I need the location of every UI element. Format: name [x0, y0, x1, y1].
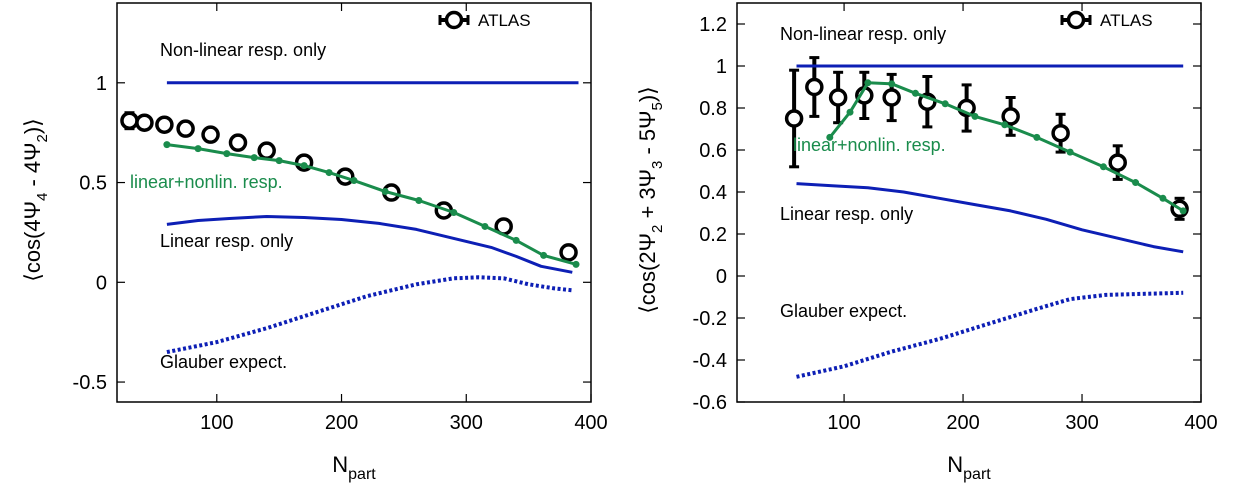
- data-point-atlas: [135, 113, 154, 132]
- x-tick-label: 100: [200, 412, 233, 434]
- y-tick-label: 1.2: [699, 14, 727, 36]
- y-tick-label: -0.4: [693, 350, 727, 372]
- series-marker-linear-nonlin-resp: [1132, 179, 1140, 187]
- legend-label: ATLAS: [478, 11, 531, 30]
- data-point-atlas: [1108, 153, 1127, 172]
- series-marker-linear-nonlin-resp: [250, 154, 258, 162]
- y-tick-label: 0.6: [699, 140, 727, 162]
- series-marker-linear-nonlin-resp: [300, 162, 308, 170]
- y-tick-label: -0.2: [693, 308, 727, 330]
- series-marker-linear-nonlin-resp: [1099, 163, 1107, 171]
- data-point-atlas: [882, 88, 901, 107]
- data-point-atlas: [805, 77, 824, 97]
- data-point-atlas: [257, 141, 276, 160]
- data-point-atlas: [155, 115, 174, 134]
- legend-symbol-marker: [1066, 10, 1086, 30]
- series-marker-linear-nonlin-resp: [941, 100, 949, 108]
- series-marker-linear-nonlin-resp: [450, 208, 458, 216]
- legend-symbol-marker: [444, 10, 464, 30]
- annotation-linear-nonlin-resp: linear+nonlin. resp.: [130, 172, 283, 192]
- annotation-linear-resp-only: Linear resp. only: [160, 231, 293, 251]
- y-tick-label: 0.2: [699, 224, 727, 246]
- series-marker-linear-nonlin-resp: [1066, 148, 1074, 156]
- series-line-glauber-expect: [796, 290, 1184, 379]
- plot-frame: [116, 2, 592, 403]
- series-marker-linear-nonlin-resp: [381, 188, 389, 196]
- series-marker-linear-nonlin-resp: [971, 112, 979, 120]
- series-marker-linear-nonlin-resp: [223, 150, 231, 158]
- x-tick-label: 200: [325, 412, 358, 434]
- series-marker-linear-nonlin-resp: [481, 222, 489, 230]
- data-point-atlas: [559, 243, 578, 262]
- x-axis-label: Npart: [947, 452, 991, 483]
- series-marker-linear-nonlin-resp: [846, 108, 854, 116]
- series-marker-linear-nonlin-resp: [275, 157, 283, 165]
- y-tick-label: -0.6: [693, 392, 727, 414]
- data-point-atlas: [1051, 123, 1070, 143]
- series-marker-linear-nonlin-resp: [540, 251, 548, 259]
- y-axis-label: ⟨cos(4Ψ4 - 4Ψ2)⟩: [20, 118, 51, 282]
- x-axis-label: Npart: [332, 452, 376, 483]
- y-tick-label: -0.5: [73, 372, 107, 394]
- y-tick-label: 0: [96, 272, 107, 294]
- series-marker-linear-nonlin-resp: [572, 260, 580, 268]
- x-tick-label: 400: [1184, 412, 1217, 434]
- annotation-non-linear-resp-only: Non-linear resp. only: [160, 40, 326, 60]
- series-marker-linear-nonlin-resp: [911, 89, 919, 97]
- left-panel: 100 200 300 400 -0.5 0 0.5 1 Npart ⟨cos(4Ψ4 - 4Ψ2…: [20, 2, 608, 483]
- annotation-glauber-expect: Glauber expect.: [160, 352, 287, 372]
- series-marker-linear-nonlin-resp: [826, 133, 834, 141]
- data-point-atlas: [228, 133, 248, 152]
- series-line-linear-nonlin-resp: [828, 81, 1184, 213]
- series-marker-linear-nonlin-resp: [194, 145, 202, 153]
- series-marker-linear-nonlin-resp: [1179, 207, 1187, 215]
- series-marker-linear-nonlin-resp: [1159, 194, 1167, 202]
- y-tick-label: 0: [716, 266, 727, 288]
- series-marker-linear-nonlin-resp: [1033, 133, 1041, 141]
- x-tick-label: 300: [1065, 412, 1098, 434]
- data-point-atlas: [1001, 107, 1020, 126]
- y-tick-label: 0.4: [699, 182, 727, 204]
- data-point-atlas: [120, 111, 139, 130]
- y-axis-label: ⟨cos(2Ψ2 + 3Ψ3 - 5Ψ5)⟩: [635, 86, 666, 314]
- series-line-linear-resp-only: [796, 182, 1184, 254]
- series-marker-linear-nonlin-resp: [888, 80, 896, 88]
- series-marker-linear-nonlin-resp: [325, 169, 333, 177]
- series-line-linear-resp-only: [166, 215, 573, 274]
- plot-frame: [736, 2, 1202, 403]
- x-tick-label: 200: [946, 412, 979, 434]
- annotation-linear-resp-only: Linear resp. only: [780, 204, 913, 224]
- y-tick-label: 1: [716, 56, 727, 78]
- series-marker-linear-nonlin-resp: [1001, 121, 1009, 129]
- x-tick-label: 400: [574, 412, 607, 434]
- y-tick-label: 0.8: [699, 98, 727, 120]
- annotation-linear-nonlin-resp: linear+nonlin. resp.: [793, 135, 946, 155]
- annotation-glauber-expect: Glauber expect.: [780, 301, 907, 321]
- data-point-atlas: [176, 119, 195, 138]
- series-marker-linear-nonlin-resp: [350, 177, 358, 185]
- series-marker-linear-nonlin-resp: [163, 141, 171, 149]
- right-panel: 100 200 300 400 -0.6 -0.4 -0.2 0 0.2 0.4 0.6 0.8 1 1.…: [635, 2, 1218, 483]
- series-marker-linear-nonlin-resp: [512, 236, 520, 244]
- annotation-non-linear-resp-only: Non-linear resp. only: [780, 24, 946, 44]
- y-tick-label: 0.5: [79, 173, 107, 195]
- x-tick-label: 100: [827, 412, 860, 434]
- data-point-atlas: [828, 88, 848, 107]
- legend-label: ATLAS: [1100, 11, 1153, 30]
- series-marker-linear-nonlin-resp: [864, 79, 872, 87]
- data-point-atlas: [201, 125, 220, 144]
- y-tick-label: 1: [96, 73, 107, 95]
- x-tick-label: 300: [450, 412, 483, 434]
- series-line-glauber-expect: [166, 275, 573, 355]
- series-marker-linear-nonlin-resp: [415, 197, 423, 205]
- data-point-atlas: [784, 109, 804, 128]
